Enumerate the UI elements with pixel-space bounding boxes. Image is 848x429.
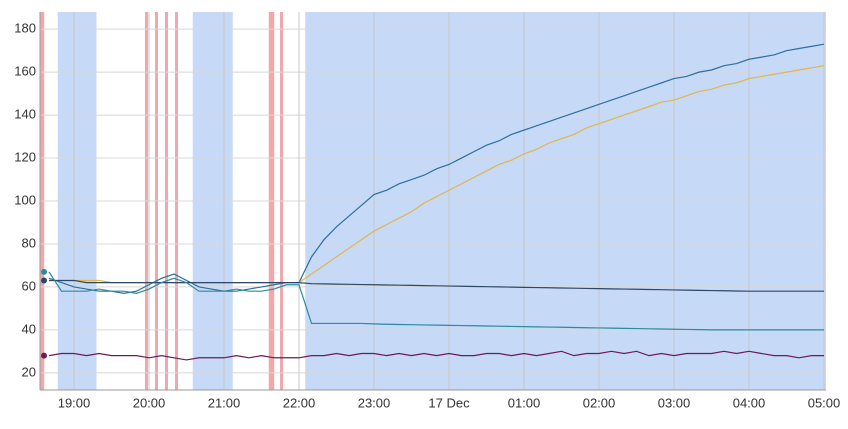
y-tick-label: 40	[22, 321, 36, 336]
x-tick-label: 05:00	[808, 395, 841, 410]
y-tick-label: 160	[14, 64, 36, 79]
y-tick-label: 80	[22, 235, 36, 250]
x-tick-label: 03:00	[658, 395, 691, 410]
series-line	[49, 279, 824, 292]
y-tick-label: 140	[14, 107, 36, 122]
y-tick-label: 60	[22, 278, 36, 293]
series-line	[48, 271, 824, 331]
series-line	[48, 43, 825, 294]
x-tick-label: 02:00	[583, 395, 616, 410]
y-tick-label: 120	[14, 149, 36, 164]
x-tick-label: 04:00	[733, 395, 766, 410]
x-tick-label: 17 Dec	[428, 395, 470, 410]
y-tick-label: 20	[22, 364, 36, 379]
y-tick-label: 100	[14, 192, 36, 207]
x-tick-label: 22:00	[283, 395, 316, 410]
y-tick-label: 180	[14, 21, 36, 36]
x-tick-label: 19:00	[58, 395, 91, 410]
x-tick-label: 23:00	[358, 395, 391, 410]
x-tick-label: 20:00	[133, 395, 166, 410]
x-tick-label: 21:00	[208, 395, 241, 410]
start-marker	[41, 352, 47, 359]
start-marker	[41, 268, 47, 275]
start-marker	[41, 277, 47, 284]
x-tick-label: 01:00	[508, 395, 541, 410]
series-line	[48, 350, 824, 361]
